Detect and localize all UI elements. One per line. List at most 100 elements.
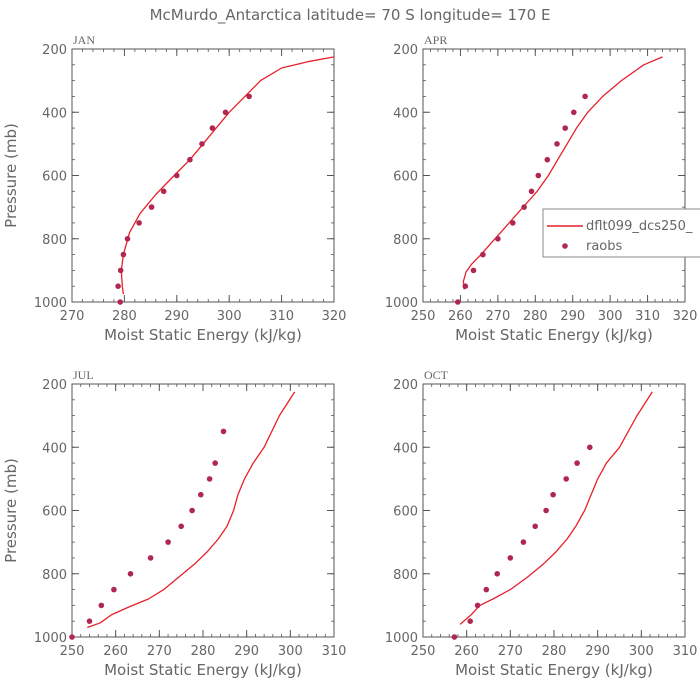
raobs-point bbox=[510, 220, 516, 226]
x-tick-label: 260 bbox=[103, 644, 128, 659]
raobs-point bbox=[562, 125, 568, 131]
panel-oct: OCT 250 260 270 280 290 300 310 200 400 600 800 1000… bbox=[385, 368, 698, 679]
raobs-point bbox=[147, 555, 154, 561]
x-tick-label: 250 bbox=[60, 644, 85, 659]
raobs-point bbox=[222, 109, 229, 116]
figure-title: McMurdo_Antarctica latitude= 70 S longit… bbox=[150, 6, 551, 25]
raobs-point bbox=[462, 283, 469, 290]
y-tick-label: 800 bbox=[42, 233, 67, 248]
y-tick-label: 400 bbox=[42, 106, 67, 121]
y-tick-label: 800 bbox=[393, 233, 418, 248]
x-tick-label: 310 bbox=[322, 644, 347, 659]
x-tick-label: 290 bbox=[560, 309, 585, 324]
y-tick-label: 400 bbox=[393, 441, 418, 456]
raobs-point bbox=[563, 476, 569, 482]
x-tick-label: 250 bbox=[411, 644, 436, 659]
raobs-point bbox=[483, 586, 490, 593]
x-axis-label: Moist Static Energy (kJ/kg) bbox=[104, 326, 302, 344]
plot-frame bbox=[71, 383, 335, 638]
raobs-point bbox=[189, 507, 195, 514]
raobs-point bbox=[160, 188, 167, 195]
x-tick-label: 270 bbox=[147, 644, 172, 659]
panel-label: JUL bbox=[73, 368, 94, 382]
y-tick-label: 1000 bbox=[385, 296, 418, 311]
x-tick-label: 280 bbox=[523, 309, 548, 324]
x-tick-label: 290 bbox=[164, 309, 189, 324]
raobs-point bbox=[165, 539, 171, 545]
y-tick-label: 1000 bbox=[34, 296, 67, 311]
raobs-point bbox=[120, 251, 127, 258]
x-tick-label: 300 bbox=[217, 309, 242, 324]
raobs-point bbox=[115, 283, 121, 290]
x-tick-label: 290 bbox=[585, 644, 610, 659]
plot-frame bbox=[422, 48, 686, 303]
x-axis-label: Moist Static Energy (kJ/kg) bbox=[455, 661, 653, 679]
raobs-point bbox=[451, 634, 458, 640]
raobs-point bbox=[470, 267, 477, 274]
panel-label: JAN bbox=[73, 33, 95, 47]
panel-jan: JAN 270 280 290 300 310 320 200 400 600 800 1000 Moi… bbox=[2, 33, 346, 344]
raobs-point bbox=[582, 93, 588, 100]
raobs-point bbox=[520, 539, 527, 545]
x-tick-label: 310 bbox=[269, 309, 294, 324]
raobs-point bbox=[543, 507, 549, 514]
y-tick-label: 600 bbox=[42, 170, 67, 185]
raobs-point bbox=[69, 634, 75, 640]
raobs-point bbox=[495, 236, 501, 242]
y-tick-label: 600 bbox=[393, 170, 418, 185]
y-axis-label: Pressure (mb) bbox=[2, 458, 20, 563]
raobs-point bbox=[198, 491, 204, 498]
raobs-point bbox=[148, 204, 155, 210]
x-tick-label: 300 bbox=[278, 644, 303, 659]
x-tick-label: 270 bbox=[60, 309, 85, 324]
raobs-point bbox=[220, 428, 227, 435]
raobs-point bbox=[127, 571, 134, 577]
raobs-point bbox=[455, 299, 461, 305]
y-tick-label: 200 bbox=[42, 43, 67, 58]
raobs-point bbox=[187, 156, 193, 163]
x-tick-label: 320 bbox=[322, 309, 347, 324]
raobs-point bbox=[86, 618, 93, 624]
model-profile-line bbox=[120, 56, 335, 295]
raobs-point bbox=[535, 172, 542, 179]
raobs-point bbox=[117, 267, 124, 274]
raobs-point bbox=[136, 220, 142, 226]
y-tick-label: 800 bbox=[42, 568, 67, 583]
panels: JAN 270 280 290 300 310 320 200 400 600 800 1000 Moi… bbox=[2, 33, 697, 679]
raobs-point bbox=[554, 141, 560, 147]
raobs-point bbox=[178, 523, 184, 530]
x-tick-label: 300 bbox=[598, 309, 623, 324]
raobs-point bbox=[532, 523, 538, 530]
y-tick-label: 200 bbox=[42, 378, 67, 393]
y-tick-label: 200 bbox=[393, 43, 418, 58]
raobs-point bbox=[246, 93, 252, 100]
model-profile-line bbox=[462, 56, 663, 290]
y-tick-label: 1000 bbox=[385, 631, 418, 646]
raobs-point bbox=[111, 586, 117, 593]
x-tick-label: 270 bbox=[498, 644, 523, 659]
x-tick-label: 300 bbox=[629, 644, 654, 659]
panel-label: OCT bbox=[424, 368, 449, 382]
y-tick-label: 400 bbox=[393, 106, 418, 121]
raobs-point bbox=[528, 188, 535, 195]
x-tick-label: 260 bbox=[454, 644, 479, 659]
raobs-point bbox=[544, 156, 551, 163]
x-tick-label: 280 bbox=[112, 309, 137, 324]
x-axis-label: Moist Static Energy (kJ/kg) bbox=[455, 326, 653, 344]
x-axis-label: Moist Static Energy (kJ/kg) bbox=[104, 661, 302, 679]
y-tick-label: 400 bbox=[42, 441, 67, 456]
raobs-point bbox=[494, 571, 501, 577]
y-tick-label: 200 bbox=[393, 378, 418, 393]
y-tick-label: 800 bbox=[393, 568, 418, 583]
panel-apr: APR 250 260 270 280 290 300 310 320 200 400 600 800 1… bbox=[385, 33, 698, 344]
raobs-point bbox=[212, 460, 218, 466]
plot-frame bbox=[71, 48, 335, 303]
x-tick-label: 260 bbox=[448, 309, 473, 324]
raobs-point bbox=[474, 602, 481, 609]
raobs-point bbox=[521, 204, 527, 210]
x-tick-label: 270 bbox=[485, 309, 510, 324]
panel-label: APR bbox=[424, 33, 447, 47]
x-tick-label: 280 bbox=[542, 644, 567, 659]
panel-jul: JUL 250 260 270 280 290 300 310 200 400 600 800 1000… bbox=[2, 368, 346, 679]
